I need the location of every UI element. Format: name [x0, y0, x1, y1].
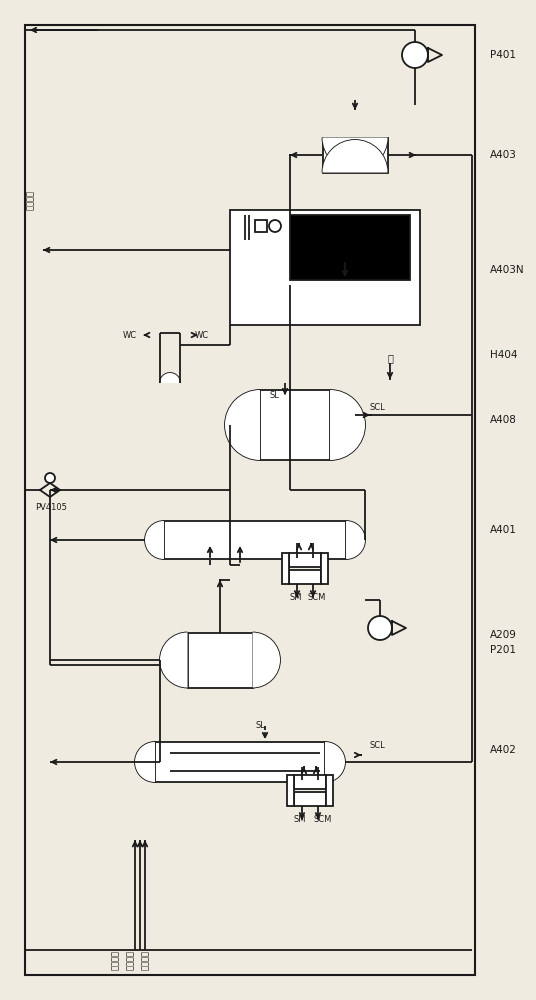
Text: A408: A408 [490, 415, 517, 425]
Bar [323, 137, 388, 172]
Bar [282, 552, 289, 584]
Text: A402: A402 [490, 745, 517, 755]
Wedge shape [325, 742, 345, 782]
Bar [289, 552, 321, 566]
Text: 循环物料: 循环物料 [140, 950, 150, 970]
Text: SL: SL [270, 390, 280, 399]
Text: A403: A403 [490, 150, 517, 160]
Wedge shape [160, 633, 188, 688]
Bar [289, 570, 321, 584]
Wedge shape [252, 633, 280, 688]
Text: 助燃气体: 助燃气体 [125, 950, 135, 970]
Text: WC: WC [123, 330, 137, 340]
Text: SM: SM [294, 816, 307, 824]
Text: SCM: SCM [308, 593, 326, 602]
Bar [290, 215, 410, 280]
Text: WC: WC [195, 330, 209, 340]
Bar [155, 742, 325, 782]
Bar [287, 774, 294, 806]
Bar [321, 552, 328, 584]
Bar [164, 521, 346, 559]
Text: 反应原料: 反应原料 [110, 950, 120, 970]
Wedge shape [323, 137, 388, 170]
Circle shape [269, 220, 281, 232]
Text: SCL: SCL [370, 740, 386, 750]
Text: P201: P201 [490, 645, 516, 655]
Text: PV4105: PV4105 [35, 504, 67, 512]
Bar [294, 774, 326, 788]
Bar [326, 774, 333, 806]
Text: SCM: SCM [313, 816, 331, 824]
Bar [255, 220, 267, 232]
Bar [230, 210, 420, 325]
Wedge shape [135, 742, 155, 782]
Wedge shape [330, 390, 365, 460]
Bar [25, 25, 475, 975]
Bar [294, 792, 326, 806]
Circle shape [368, 616, 392, 640]
Circle shape [402, 42, 428, 68]
Text: A403N: A403N [490, 265, 525, 275]
Text: A401: A401 [490, 525, 517, 535]
Wedge shape [225, 390, 260, 460]
Wedge shape [346, 521, 365, 559]
Text: SM: SM [289, 593, 301, 602]
Text: A209: A209 [490, 630, 517, 640]
Bar [260, 390, 330, 460]
Wedge shape [323, 140, 388, 172]
Text: P401: P401 [490, 50, 516, 60]
Circle shape [45, 473, 55, 483]
Bar [188, 633, 252, 688]
Text: SCL: SCL [370, 403, 386, 412]
Text: 蒸: 蒸 [387, 353, 393, 363]
Wedge shape [145, 521, 164, 559]
Text: SL: SL [255, 720, 265, 730]
Text: 灯炉尾气: 灯炉尾气 [26, 190, 34, 210]
Text: H404: H404 [490, 350, 517, 360]
Wedge shape [160, 373, 180, 383]
